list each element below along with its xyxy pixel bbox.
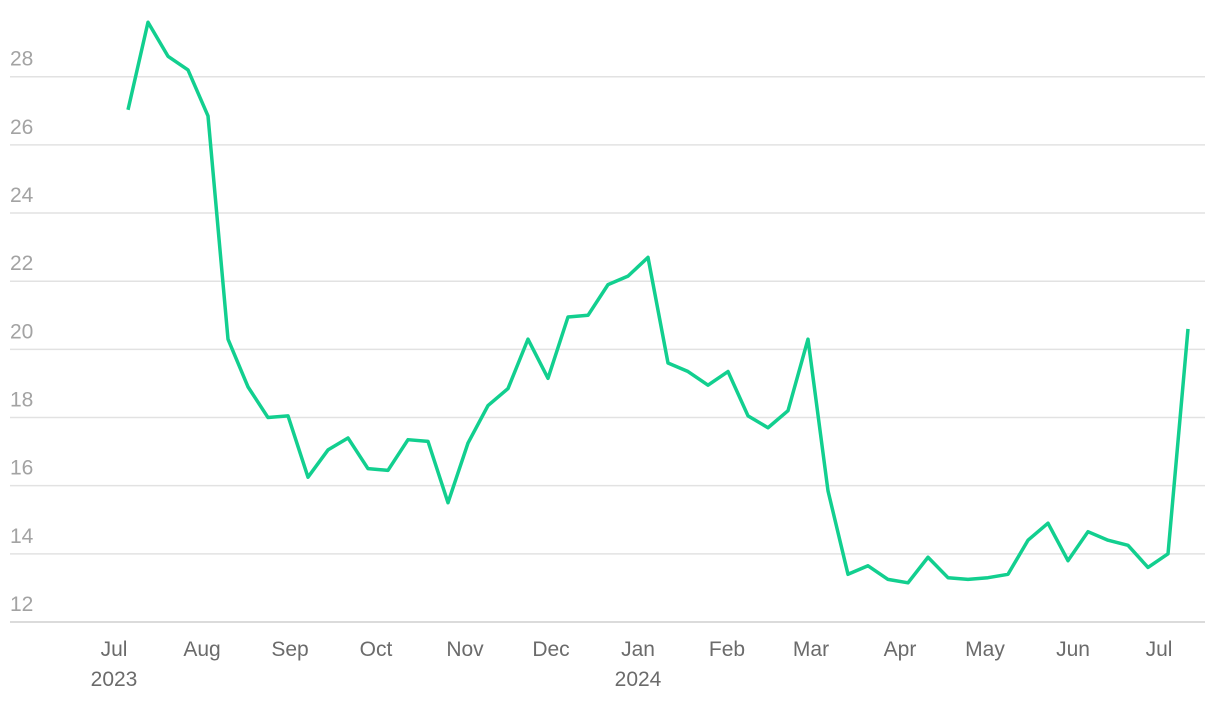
y-tick-label: 28 (10, 48, 33, 71)
y-tick-label: 22 (10, 252, 33, 275)
x-tick-label: Apr (884, 638, 917, 661)
y-tick-label: 14 (10, 525, 34, 548)
x-tick-label: Jan 2024 (615, 638, 662, 691)
x-tick-label: Jul (1146, 638, 1173, 661)
x-tick-label: Jun (1056, 638, 1090, 661)
y-tick-label: 26 (10, 116, 33, 139)
x-tick-label: Mar (793, 638, 829, 661)
x-tick-label: Oct (360, 638, 393, 661)
x-tick-label: Feb (709, 638, 745, 661)
x-tick-label: Sep (271, 638, 308, 661)
data-line (126, 20, 1190, 585)
x-tick-label: Aug (183, 638, 220, 661)
y-tick-label: 18 (10, 389, 33, 412)
x-tick-label: Nov (446, 638, 484, 661)
x-tick-label: Jul 2023 (91, 638, 138, 691)
x-tick-label: Dec (532, 638, 569, 661)
y-tick-label: 24 (10, 184, 34, 207)
y-tick-label: 16 (10, 457, 33, 480)
x-tick-label: May (965, 638, 1005, 661)
y-tick-label: 12 (10, 593, 33, 616)
y-tick-label: 20 (10, 320, 33, 343)
